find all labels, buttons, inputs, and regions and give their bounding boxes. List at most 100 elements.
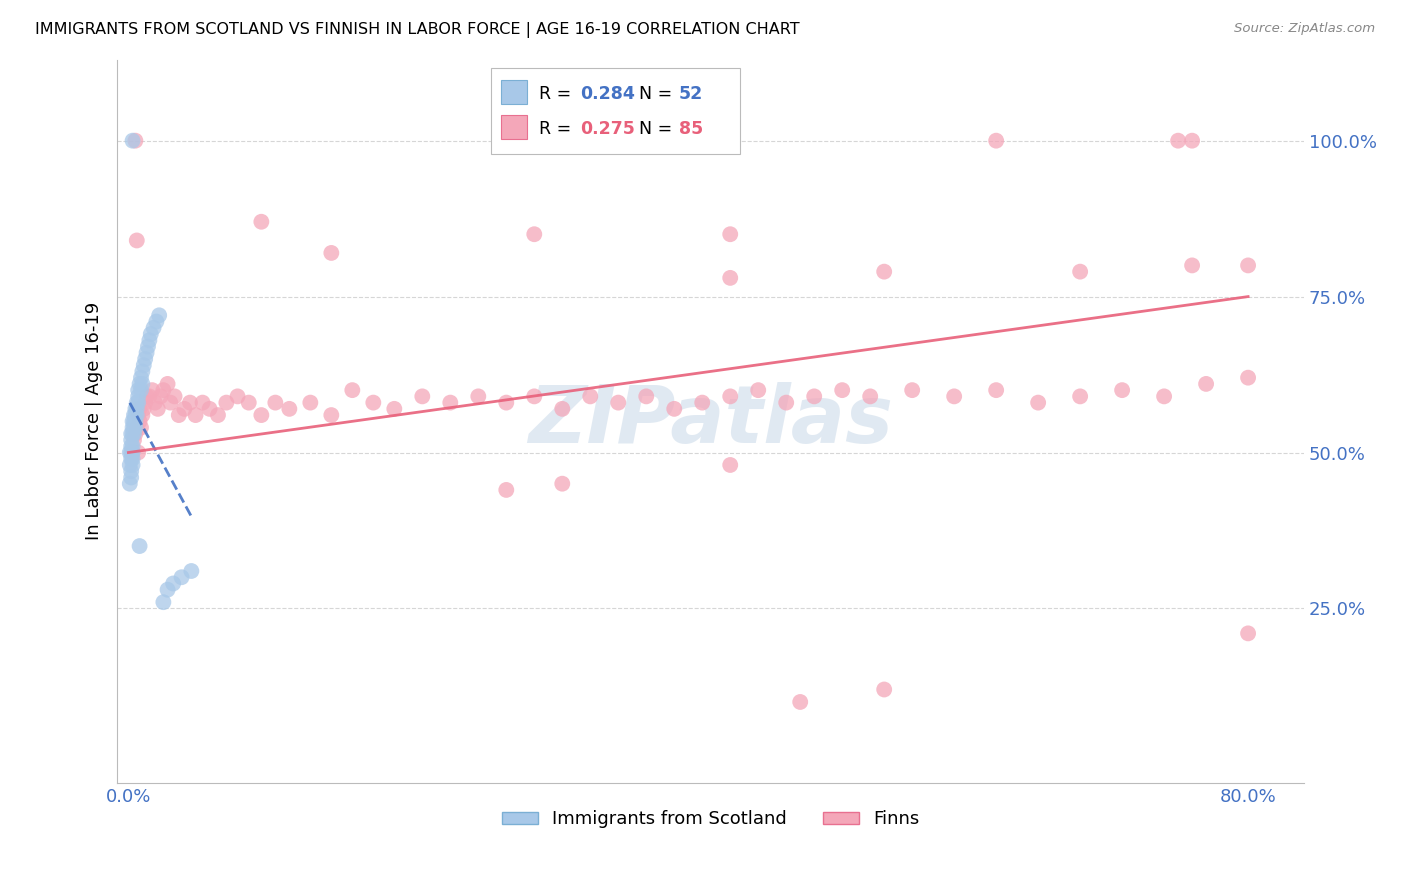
Point bbox=[179, 395, 201, 409]
Point bbox=[131, 364, 153, 378]
Point bbox=[122, 433, 145, 447]
Point bbox=[146, 401, 169, 416]
Text: 0.275: 0.275 bbox=[581, 120, 636, 138]
Point bbox=[128, 376, 150, 391]
Point bbox=[127, 445, 149, 459]
Point bbox=[439, 395, 461, 409]
Point bbox=[128, 401, 150, 416]
Point bbox=[159, 395, 181, 409]
Point bbox=[121, 445, 143, 459]
Point bbox=[1195, 376, 1218, 391]
Point bbox=[873, 682, 896, 697]
Point bbox=[363, 395, 385, 409]
Point bbox=[127, 389, 149, 403]
Point bbox=[125, 401, 148, 416]
Point bbox=[134, 395, 156, 409]
Point bbox=[342, 383, 364, 397]
Point bbox=[162, 576, 184, 591]
Point bbox=[495, 483, 517, 497]
Bar bbox=[501, 114, 527, 139]
Point bbox=[207, 408, 229, 422]
Point bbox=[226, 389, 249, 403]
Point bbox=[690, 395, 713, 409]
Point bbox=[142, 320, 165, 334]
Point bbox=[129, 370, 152, 384]
Point bbox=[125, 395, 148, 409]
Point bbox=[873, 265, 896, 279]
Point bbox=[138, 389, 160, 403]
Point bbox=[321, 408, 343, 422]
Point bbox=[238, 395, 260, 409]
Point bbox=[718, 227, 741, 242]
Point bbox=[129, 420, 152, 434]
Point bbox=[943, 389, 966, 403]
Point bbox=[859, 389, 882, 403]
Point bbox=[120, 470, 142, 484]
Point bbox=[1237, 259, 1260, 273]
Point bbox=[551, 476, 574, 491]
Point bbox=[1167, 134, 1189, 148]
Point bbox=[125, 408, 148, 422]
Point bbox=[143, 395, 166, 409]
Text: IMMIGRANTS FROM SCOTLAND VS FINNISH IN LABOR FORCE | AGE 16-19 CORRELATION CHART: IMMIGRANTS FROM SCOTLAND VS FINNISH IN L… bbox=[35, 22, 800, 38]
Point bbox=[128, 539, 150, 553]
Point bbox=[120, 464, 142, 478]
Point bbox=[1237, 626, 1260, 640]
Point bbox=[467, 389, 489, 403]
Point bbox=[523, 389, 546, 403]
Point bbox=[124, 414, 146, 428]
Point bbox=[124, 408, 146, 422]
Point bbox=[163, 389, 186, 403]
Point bbox=[135, 389, 157, 403]
Point bbox=[118, 458, 141, 472]
Point bbox=[120, 439, 142, 453]
Point bbox=[986, 134, 1008, 148]
Point bbox=[831, 383, 853, 397]
Point bbox=[121, 414, 143, 428]
Point bbox=[149, 389, 172, 403]
Point bbox=[664, 401, 686, 416]
Point bbox=[127, 395, 149, 409]
Point bbox=[901, 383, 924, 397]
Point bbox=[124, 134, 146, 148]
Point bbox=[411, 389, 433, 403]
Point bbox=[124, 420, 146, 434]
Y-axis label: In Labor Force | Age 16-19: In Labor Force | Age 16-19 bbox=[86, 302, 103, 541]
Point bbox=[152, 595, 174, 609]
Point bbox=[134, 351, 156, 366]
Point bbox=[215, 395, 238, 409]
Text: N =: N = bbox=[640, 86, 678, 103]
Point bbox=[138, 333, 160, 347]
Legend: Immigrants from Scotland, Finns: Immigrants from Scotland, Finns bbox=[495, 803, 927, 836]
Point bbox=[152, 383, 174, 397]
Point bbox=[167, 408, 190, 422]
Point bbox=[124, 426, 146, 441]
Point bbox=[122, 414, 145, 428]
Point bbox=[118, 476, 141, 491]
Point bbox=[118, 445, 141, 459]
Point bbox=[127, 408, 149, 422]
Point bbox=[321, 246, 343, 260]
Text: R =: R = bbox=[538, 120, 576, 138]
Point bbox=[551, 401, 574, 416]
Bar bbox=[501, 80, 527, 104]
Point bbox=[1181, 134, 1204, 148]
Point bbox=[1026, 395, 1049, 409]
Point bbox=[125, 420, 148, 434]
Point bbox=[122, 420, 145, 434]
Point bbox=[382, 401, 405, 416]
Point bbox=[128, 414, 150, 428]
Point bbox=[803, 389, 825, 403]
Point bbox=[122, 408, 145, 422]
Point bbox=[264, 395, 287, 409]
Point bbox=[121, 451, 143, 466]
Point bbox=[250, 215, 273, 229]
Point bbox=[775, 395, 797, 409]
Point bbox=[718, 458, 741, 472]
Point bbox=[1111, 383, 1133, 397]
Point bbox=[125, 234, 148, 248]
Point bbox=[250, 408, 273, 422]
Point bbox=[148, 308, 170, 322]
Point bbox=[198, 401, 221, 416]
Point bbox=[986, 383, 1008, 397]
